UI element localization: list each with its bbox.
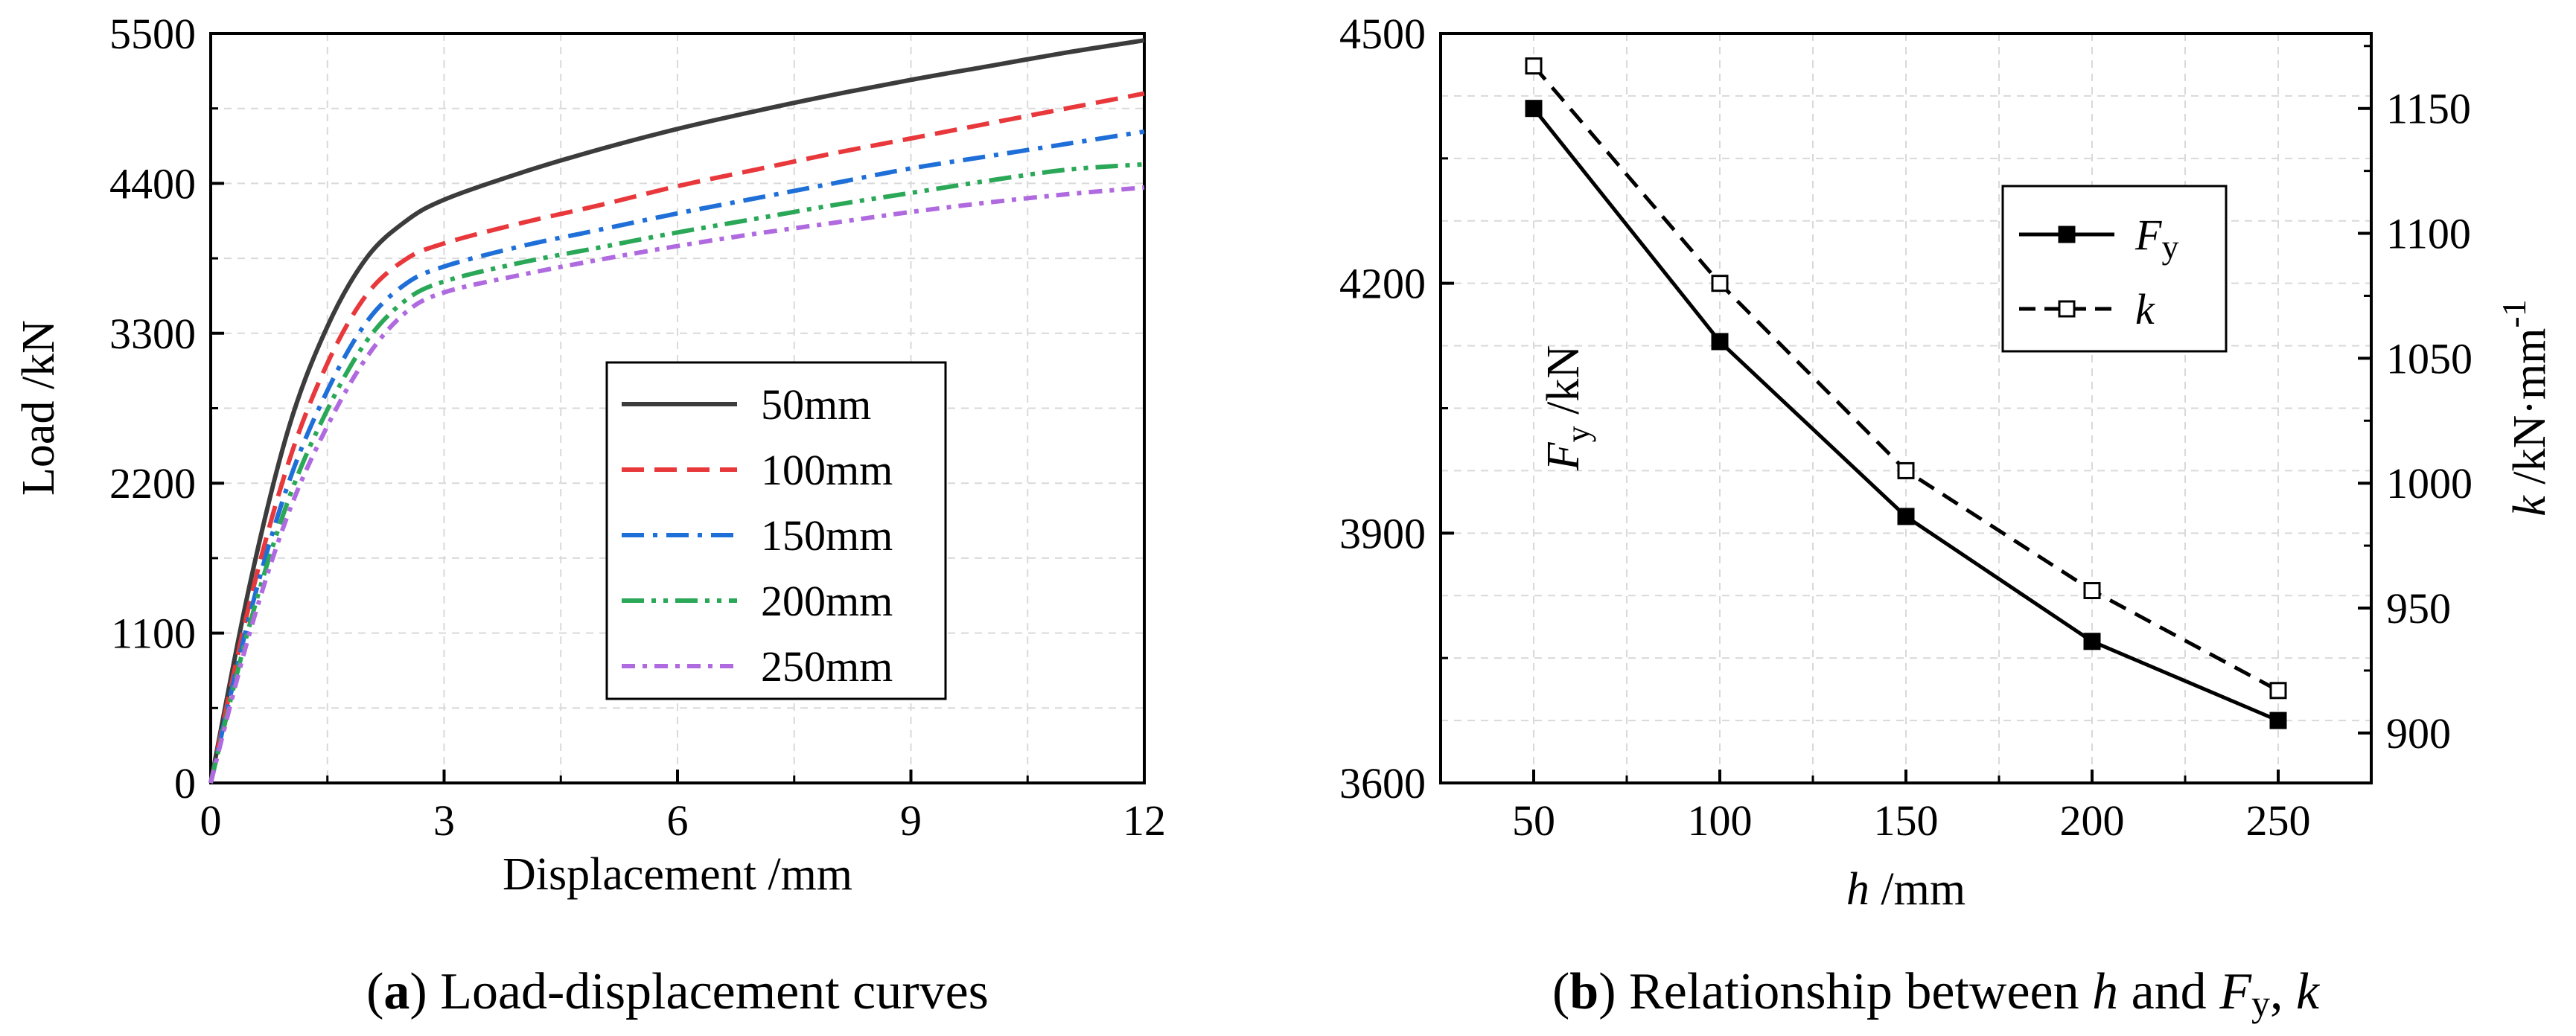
panel-a-x-tick-label: 6: [667, 796, 689, 845]
panel-a-y-tick-label: 1100: [111, 610, 196, 658]
panel-a-series-line-100mm: [208, 91, 1145, 784]
panel-a-ticks: 0 3 6 9 12 0 1100 2200 3300 4400 5500: [109, 10, 1166, 845]
panel-b-caption-and: and: [2118, 963, 2219, 1020]
panel-b-legend-box: [2001, 185, 2228, 353]
panel-a-y-tick-label: 5500: [109, 10, 196, 58]
panel-a-y-axis-label: Load /kN: [13, 320, 64, 496]
panel-a-series: [208, 38, 1145, 784]
panel-b-point-k: [1525, 57, 1543, 75]
panel-b-right-y-tick-label: 1150: [2386, 85, 2471, 133]
panel-b-legend-subscript: y: [2161, 228, 2178, 266]
panel-b-right-y-tick-label: 900: [2386, 709, 2451, 758]
panel-b-x-tick-label: 150: [1874, 796, 1939, 845]
panel-b-left-y-unit: /kN: [1538, 345, 1589, 426]
panel-a-x-tick-label: 12: [1123, 796, 1166, 845]
panel-a-legend-label: 100mm: [761, 446, 893, 494]
panel-b-point-F: [2083, 633, 2101, 650]
panel-b-legend-symbol: F: [2135, 211, 2162, 259]
panel-b-right-y-tick-label: 1000: [2386, 459, 2473, 508]
panel-b-caption-comma: ,: [2270, 963, 2296, 1020]
panel-b-legend: Fyk: [2001, 185, 2228, 353]
panel-b-point-k: [2083, 582, 2101, 600]
panel-b-x-axis-unit: /mm: [1869, 864, 1966, 915]
panel-b-point-F: [1525, 100, 1543, 118]
panel-a-x-tick-label: 3: [433, 796, 455, 845]
panel-a-x-tick-label: 9: [900, 796, 922, 845]
panel-b-x-tick-label: 200: [2060, 796, 2125, 845]
panel-a-series-line-200mm: [208, 162, 1145, 784]
panel-b-left-y-tick-label: 3900: [1339, 509, 1426, 557]
panel-b-caption-h: h: [2092, 963, 2118, 1020]
panel-a-series-line-250mm: [208, 185, 1145, 784]
panel-b-right-y-tick-label: 950: [2386, 584, 2451, 633]
panel-b-legend-label: Fy: [2135, 211, 2178, 266]
panel-b-left-y-tick-label: 4500: [1339, 10, 1426, 58]
panel-a-legend-label: 200mm: [761, 577, 893, 625]
panel-b-caption-k: k: [2296, 963, 2321, 1020]
panel-b-caption-pre: ) Relationship between: [1598, 963, 2092, 1020]
panel-a-legend-box: [605, 361, 947, 700]
panel-a-y-tick-label: 0: [174, 759, 196, 808]
panel-a-x-axis-label: Displacement /mm: [503, 849, 852, 900]
panel-b-left-y-tick-label: 4200: [1339, 260, 1426, 308]
panel-b-series: [1525, 57, 2287, 729]
panel-b-caption-label: b: [1569, 963, 1598, 1020]
panel-b-x-tick-label: 50: [1512, 796, 1555, 845]
panel-b-point-F: [1897, 508, 1915, 525]
panel-b-left-y-tick-label: 3600: [1339, 759, 1426, 808]
panel-a-caption-label: a: [383, 963, 409, 1020]
panel-a-y-tick-label: 4400: [109, 159, 196, 208]
panel-b-x-tick-label: 250: [2246, 796, 2311, 845]
panel-a-caption: (a) Load-displacement curves: [366, 963, 989, 1020]
panel-b-legend-marker-F: [2058, 226, 2076, 243]
panel-a-legend-label: 50mm: [761, 380, 871, 429]
panel-b-x-axis-label: h /mm: [1846, 864, 1966, 915]
panel-b-right-y-symbol: k: [2505, 495, 2555, 517]
panel-b-caption-f: F: [2219, 963, 2252, 1020]
panel-b-right-y-axis-label: k /kN·mm-1: [2495, 299, 2555, 516]
panel-b-grid: [1441, 33, 2371, 783]
panel-b-legend-symbol: k: [2135, 285, 2155, 333]
panel-b-point-k: [1711, 275, 1729, 292]
panel-a-caption-text: ) Load-displacement curves: [409, 963, 988, 1020]
panel-b-left-y-axis-label: Fy /kN: [1538, 345, 1596, 471]
panel-b-ticks: 50 100 150 200 250 3600 3900 4200 4500 900 950 1000…: [1339, 10, 2473, 845]
panel-b-chart: 50 100 150 200 250 3600 3900 4200 4500 900 950 1000…: [1339, 10, 2555, 915]
panel-a-legend-label: 150mm: [761, 511, 893, 560]
panel-a-x-tick-label: 0: [200, 796, 222, 845]
panel-b-right-y-unit: /kN·mm: [2505, 328, 2555, 496]
panel-a-legend-label: 250mm: [761, 642, 893, 691]
panel-b-left-y-symbol: F: [1538, 441, 1589, 471]
panel-a-legend: 50mm 100mm 150mm 200mm 250mm: [605, 361, 947, 700]
panel-b-right-y-tick-label: 1050: [2386, 334, 2473, 383]
panel-a-y-tick-label: 3300: [109, 310, 196, 358]
panel-b-right-y-tick-label: 1100: [2386, 210, 2471, 258]
panel-b-caption-fsub: y: [2251, 982, 2270, 1024]
panel-b-right-y-superscript: -1: [2495, 299, 2533, 327]
panel-b-point-k: [2269, 682, 2287, 700]
panel-a-y-tick-label: 2200: [109, 459, 196, 508]
panel-b-x-tick-label: 100: [1688, 796, 1753, 845]
panel-b-point-F: [1711, 333, 1729, 351]
panel-b-legend-marker-k: [2058, 300, 2076, 318]
panel-b-point-F: [2269, 712, 2287, 729]
panel-a-chart: 0 3 6 9 12 0 1100 2200 3300 4400 5500 Displacement…: [13, 10, 1166, 900]
panel-a-series-line-50mm: [208, 38, 1145, 784]
panel-b-x-axis-symbol: h: [1846, 864, 1869, 915]
panel-b-point-k: [1897, 461, 1915, 479]
panel-b-left-y-subscript: y: [1560, 426, 1596, 442]
panel-b-legend-label: k: [2135, 285, 2155, 333]
panel-b-caption: (b) Relationship between h and Fy, k: [1552, 963, 2321, 1024]
